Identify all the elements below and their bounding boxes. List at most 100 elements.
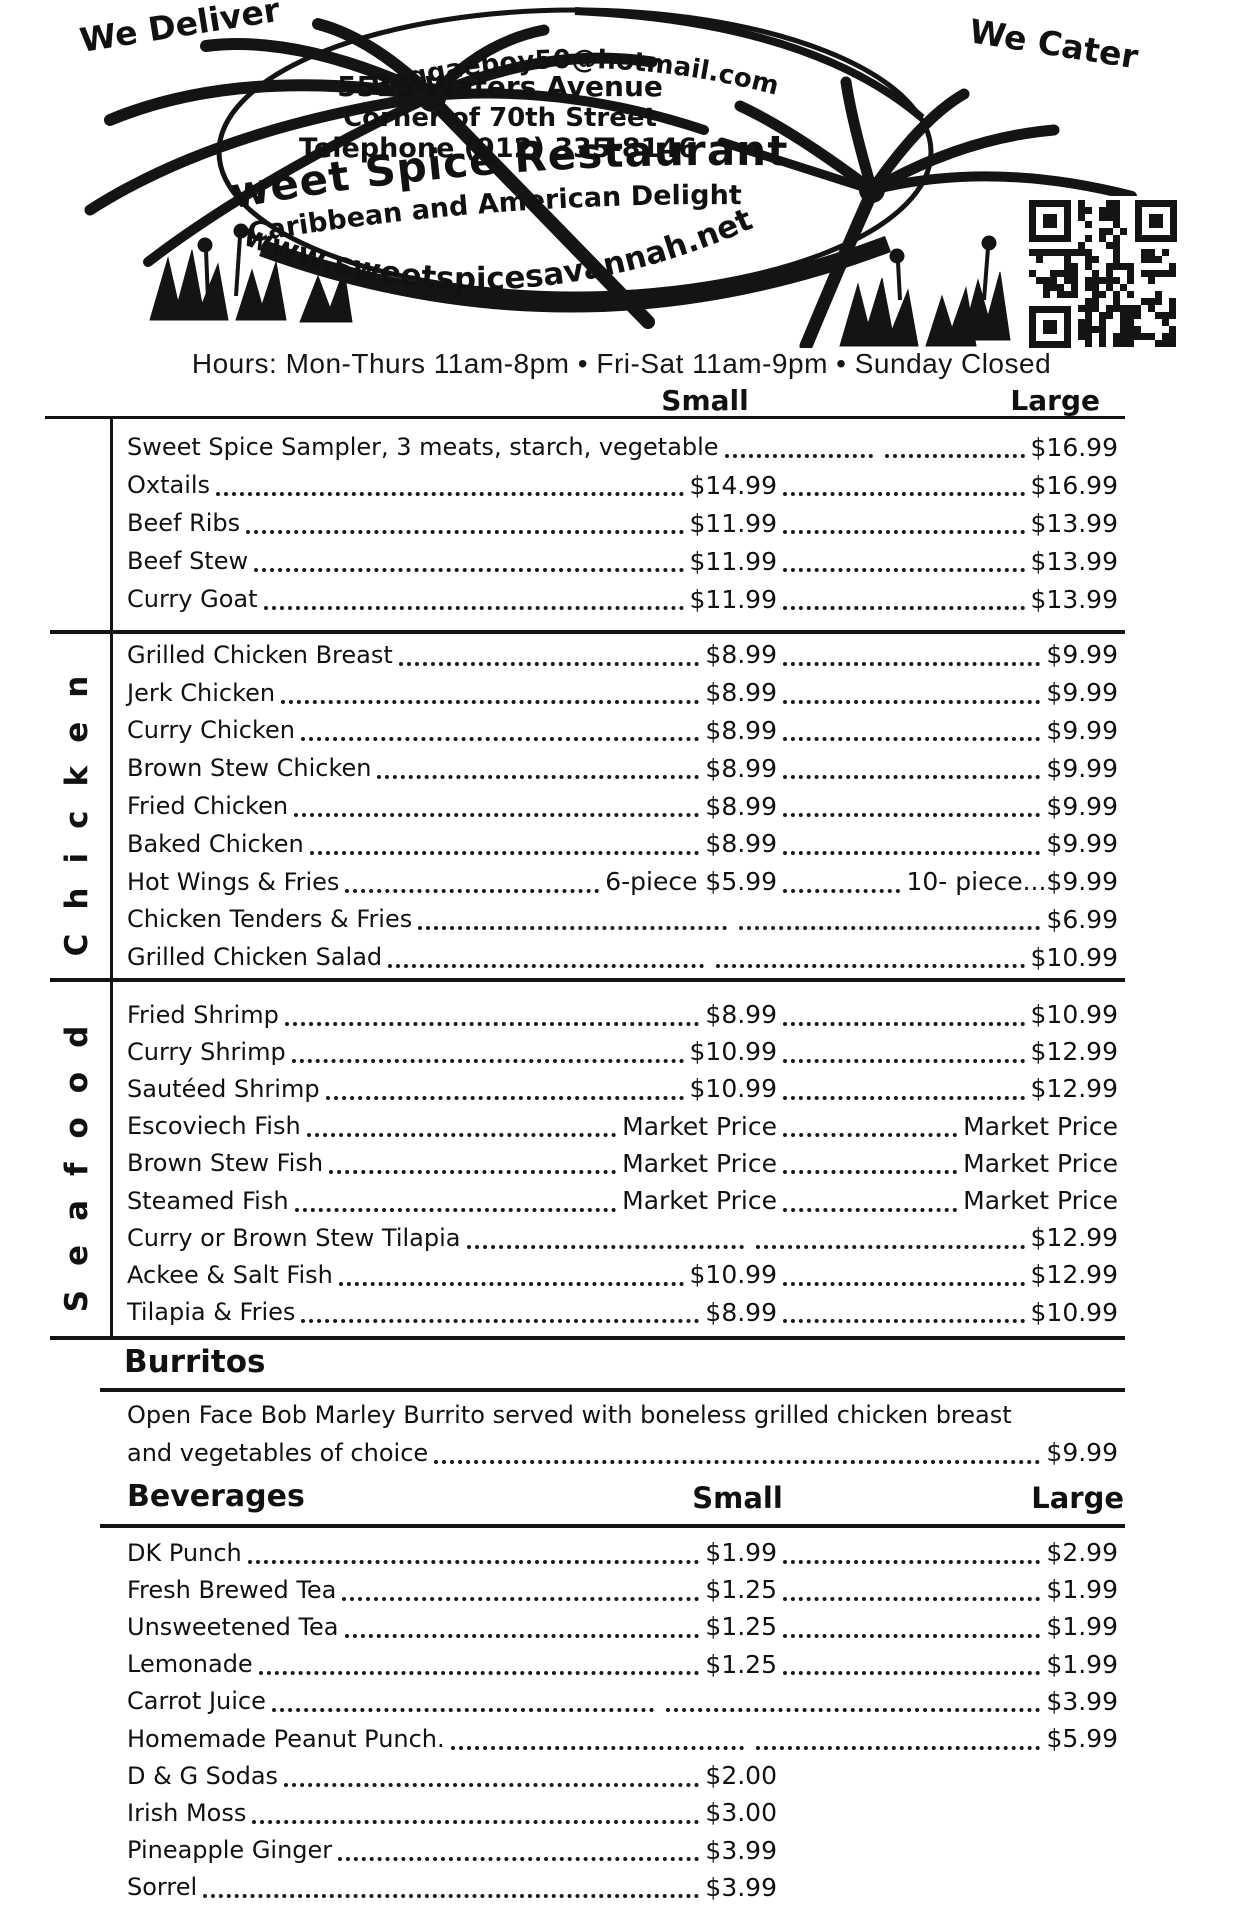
item-price-large: $5.99 bbox=[1046, 1724, 1119, 1754]
item-name: Tilapia & Fries bbox=[127, 1298, 296, 1327]
beverages-underline bbox=[100, 1524, 1125, 1528]
menu-row: Irish Moss $3.00 bbox=[127, 1794, 1118, 1831]
menu-row-left: Sweet Spice Sampler, 3 meats, starch, ve… bbox=[127, 433, 879, 461]
item-name: Brown Stew Chicken bbox=[127, 754, 372, 783]
item-price-large: $13.99 bbox=[1030, 546, 1118, 576]
menu-row-left: Unsweetened Tea $1.25 bbox=[127, 1612, 777, 1641]
menu-row: Unsweetened Tea $1.25 $1.99 bbox=[127, 1608, 1118, 1645]
item-name: Curry Goat bbox=[127, 585, 258, 613]
menu-row: Jerk Chicken $8.99 $9.99 bbox=[127, 674, 1118, 712]
sidebar-label-chicken: Chicken bbox=[59, 651, 95, 957]
menu-row-left: Grilled Chicken Breast $8.99 bbox=[127, 640, 777, 669]
menu-row-left: Sautéed Shrimp $10.99 bbox=[127, 1074, 777, 1103]
item-price-small: $11.99 bbox=[689, 584, 777, 614]
item-price-small: $1.25 bbox=[705, 1575, 777, 1605]
dotted-leader bbox=[783, 661, 1041, 666]
item-price-small: $10.99 bbox=[689, 1260, 777, 1290]
item-name: Pineapple Ginger bbox=[127, 1836, 333, 1865]
menu-row-left: Hot Wings & Fries 6-piece $5.99 bbox=[127, 867, 777, 896]
item-price-small: $10.99 bbox=[689, 1074, 777, 1104]
menu-row-left: Sorrel $3.99 bbox=[127, 1873, 777, 1902]
item-name: Oxtails bbox=[127, 471, 211, 499]
item-name: Unsweetened Tea bbox=[127, 1612, 339, 1641]
menu-row: Pineapple Ginger $3.99 bbox=[127, 1832, 1118, 1869]
menu-row-left: Jerk Chicken $8.99 bbox=[127, 678, 777, 707]
oval-banner-thick-bottom bbox=[259, 236, 891, 313]
dotted-leader bbox=[398, 661, 700, 666]
item-price-large: $12.99 bbox=[1030, 1260, 1118, 1290]
menu-row-left: Irish Moss $3.00 bbox=[127, 1798, 777, 1827]
beverages-heading: Beverages bbox=[127, 1479, 305, 1514]
item-name: Escoviech Fish bbox=[127, 1112, 301, 1141]
dotted-leader bbox=[325, 1095, 684, 1100]
item-name: Irish Moss bbox=[127, 1798, 247, 1827]
header-underline bbox=[45, 416, 1125, 419]
item-name: Beef Stew bbox=[127, 547, 249, 575]
item-name: Baked Chicken bbox=[127, 829, 304, 858]
dotted-leader bbox=[783, 492, 1025, 496]
item-price-small: $14.99 bbox=[689, 470, 777, 500]
we-deliver-label: We Deliver bbox=[77, 0, 283, 60]
item-price-small: Market Price bbox=[622, 1148, 777, 1178]
beverages-column-small: Small bbox=[692, 1481, 783, 1515]
burrito-price: $9.99 bbox=[1046, 1438, 1118, 1467]
item-price-large: $1.99 bbox=[1046, 1612, 1118, 1642]
item-price-large: $3.99 bbox=[1046, 1686, 1118, 1716]
item-price-large: $9.99 bbox=[1046, 678, 1118, 708]
header-art: We Deliver We Cater Reggaeboy50@hotmail.… bbox=[0, 0, 1181, 348]
item-price-large: $6.99 bbox=[1046, 904, 1119, 934]
dotted-leader bbox=[294, 1207, 617, 1212]
section-items-beverages: DK Punch $1.99 $2.99 Fresh Brewed Tea $1… bbox=[127, 1534, 1118, 1906]
menu-row-left: Baked Chicken $8.99 bbox=[127, 829, 777, 858]
item-price-small: $8.99 bbox=[705, 640, 777, 670]
dotted-leader bbox=[724, 454, 873, 458]
menu-row-left: D & G Sodas $2.00 bbox=[127, 1761, 777, 1790]
dotted-leader bbox=[783, 1319, 1025, 1324]
hours-line: Hours: Mon-Thurs 11am-8pm • Fri-Sat 11am… bbox=[191, 348, 1052, 379]
item-price-large: $10.99 bbox=[1030, 942, 1118, 972]
item-name: Fried Chicken bbox=[127, 792, 289, 821]
dotted-leader bbox=[783, 1559, 1041, 1564]
dotted-leader bbox=[783, 1633, 1041, 1638]
item-price-large: $13.99 bbox=[1030, 508, 1118, 538]
item-name: D & G Sodas bbox=[127, 1761, 279, 1790]
item-name: Grilled Chicken Salad bbox=[127, 943, 383, 972]
dotted-leader bbox=[783, 1058, 1025, 1063]
menu-row: Fresh Brewed Tea $1.25 $1.99 bbox=[127, 1571, 1118, 1608]
dotted-leader bbox=[783, 1095, 1025, 1100]
menu-row-left: Chicken Tenders & Fries bbox=[127, 905, 733, 933]
menu-row: Grilled Chicken Breast $8.99 $9.99 bbox=[127, 636, 1118, 674]
menu-row: Sweet Spice Sampler, 3 meats, starch, ve… bbox=[127, 428, 1118, 466]
item-price-large: $9.99 bbox=[1046, 791, 1118, 821]
item-price-small: $8.99 bbox=[705, 791, 777, 821]
item-price-large: $10.99 bbox=[1030, 1297, 1118, 1327]
menu-row: Fried Shrimp $8.99 $10.99 bbox=[127, 996, 1118, 1033]
menu-row: Beef Stew $11.99 $13.99 bbox=[127, 542, 1118, 580]
menu-row: Baked Chicken $8.99 $9.99 bbox=[127, 825, 1118, 863]
menu-row: Curry Chicken $8.99 $9.99 bbox=[127, 712, 1118, 750]
dotted-leader bbox=[739, 926, 1041, 931]
item-price-small: $10.99 bbox=[689, 1037, 777, 1067]
menu-row-left: Tilapia & Fries $8.99 bbox=[127, 1298, 777, 1327]
menu-row: Lemonade $1.25 $1.99 bbox=[127, 1646, 1118, 1683]
column-header-small: Small bbox=[661, 384, 749, 417]
dotted-leader bbox=[783, 1281, 1025, 1286]
item-price-small: $1.99 bbox=[705, 1538, 777, 1568]
burrito-description-line1: Open Face Bob Marley Burrito served with… bbox=[127, 1401, 1012, 1429]
item-name: Chicken Tenders & Fries bbox=[127, 905, 413, 934]
dotted-leader bbox=[263, 606, 684, 610]
item-name: Curry Chicken bbox=[127, 716, 295, 745]
dotted-leader bbox=[783, 1207, 958, 1212]
menu-row-left: Curry Shrimp $10.99 bbox=[127, 1037, 777, 1066]
dotted-leader bbox=[247, 1559, 700, 1564]
menu-row: Hot Wings & Fries 6-piece $5.99 10- piec… bbox=[127, 863, 1118, 901]
item-name: Steamed Fish bbox=[127, 1186, 289, 1215]
menu-row: D & G Sodas $2.00 bbox=[127, 1757, 1118, 1794]
menu-row-left: Steamed Fish Market Price bbox=[127, 1186, 777, 1215]
dotted-leader bbox=[338, 1281, 684, 1286]
dotted-leader bbox=[783, 737, 1041, 742]
item-price-small: Market Price bbox=[622, 1111, 777, 1141]
menu-row-left: Homemade Peanut Punch. bbox=[127, 1725, 750, 1753]
item-price-small: $8.99 bbox=[705, 829, 777, 859]
item-price-small: $8.99 bbox=[705, 715, 777, 745]
